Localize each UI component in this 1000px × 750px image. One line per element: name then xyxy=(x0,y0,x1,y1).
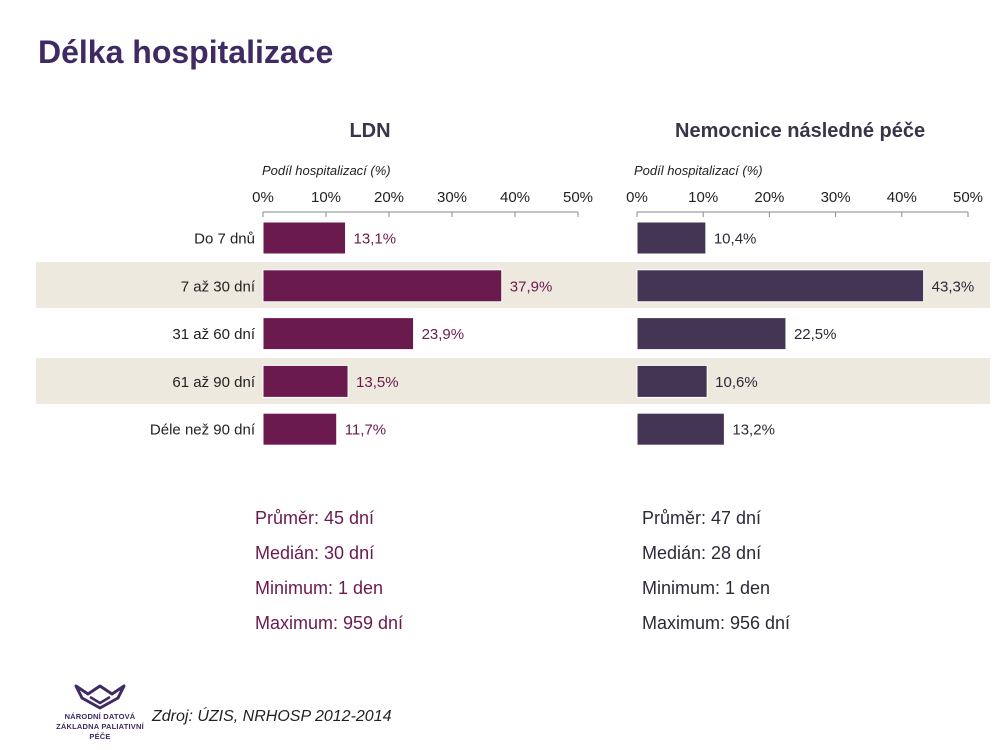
logo-line: ZÁKLADNA PALIATIVNÍ PÉČE xyxy=(56,722,144,741)
bar-value-label: 11,7% xyxy=(345,422,386,439)
stat-maximum: Maximum: 959 dní xyxy=(255,613,404,633)
bar-value-label: 13,1% xyxy=(354,231,397,248)
bar xyxy=(636,364,708,398)
bar xyxy=(262,317,415,351)
chart-title-ldn: LDN xyxy=(349,120,391,142)
x-tick-label: 30% xyxy=(821,189,851,206)
stat-median: Medián: 28 dní xyxy=(642,543,762,563)
source-note: Zdroj: ÚZIS, NRHOSP 2012-2014 xyxy=(152,708,392,725)
category-label: 61 až 90 dní xyxy=(172,374,255,391)
x-tick-label: 30% xyxy=(437,189,467,206)
x-tick-label: 10% xyxy=(311,189,341,206)
category-label: Déle než 90 dní xyxy=(150,422,256,439)
category-label: 7 až 30 dní xyxy=(181,278,256,295)
category-label: Do 7 dnů xyxy=(194,231,255,248)
bar-value-label: 13,5% xyxy=(356,374,399,391)
logo-icon xyxy=(74,684,126,710)
bar-value-label: 13,2% xyxy=(732,422,775,439)
stats-ldn: Průměr: 45 dní Medián: 30 dní Minimum: 1… xyxy=(255,501,403,641)
row-band xyxy=(36,358,990,404)
stat-maximum: Maximum: 956 dní xyxy=(642,613,791,633)
page-title: Délka hospitalizace xyxy=(38,34,334,70)
logo: NÁRODNÍ DATOVÁ ZÁKLADNA PALIATIVNÍ PÉČE xyxy=(50,684,150,742)
stat-median: Medián: 30 dní xyxy=(255,543,375,563)
bar-value-label: 10,4% xyxy=(714,231,757,248)
bar xyxy=(636,317,787,351)
x-tick-label: 40% xyxy=(500,189,530,206)
bar-value-label: 22,5% xyxy=(794,326,837,343)
stat-minimum: Minimum: 1 den xyxy=(255,578,384,598)
bar xyxy=(636,221,707,255)
bar xyxy=(262,364,349,398)
bar-value-label: 43,3% xyxy=(932,278,975,295)
x-tick-label: 40% xyxy=(887,189,917,206)
bar xyxy=(262,221,347,255)
x-tick-label: 50% xyxy=(563,189,593,206)
bar xyxy=(636,412,725,446)
bar-value-label: 10,6% xyxy=(715,374,758,391)
x-tick-label: 20% xyxy=(754,189,784,206)
category-label: 31 až 60 dní xyxy=(172,326,255,343)
axis-label-ldn: Podíl hospitalizací (%) xyxy=(262,163,391,178)
bar-value-label: 37,9% xyxy=(510,278,553,295)
bar xyxy=(262,412,338,446)
axis-label-nnp: Podíl hospitalizací (%) xyxy=(634,163,763,178)
x-tick-label: 50% xyxy=(953,189,983,206)
x-tick-label: 0% xyxy=(626,189,648,206)
chart-title-nnp: Nemocnice následné péče xyxy=(675,120,926,142)
stats-nnp: Průměr: 47 dní Medián: 28 dní Minimum: 1… xyxy=(642,501,790,641)
x-tick-label: 20% xyxy=(374,189,404,206)
x-tick-label: 10% xyxy=(688,189,718,206)
bar xyxy=(262,269,503,303)
bar xyxy=(636,269,925,303)
stat-mean: Průměr: 47 dní xyxy=(642,508,762,528)
stat-mean: Průměr: 45 dní xyxy=(255,508,375,528)
logo-text: NÁRODNÍ DATOVÁ ZÁKLADNA PALIATIVNÍ PÉČE xyxy=(50,712,150,742)
logo-line: NÁRODNÍ DATOVÁ xyxy=(64,712,136,721)
stat-minimum: Minimum: 1 den xyxy=(642,578,771,598)
bar-value-label: 23,9% xyxy=(422,326,465,343)
x-tick-label: 0% xyxy=(252,189,274,206)
